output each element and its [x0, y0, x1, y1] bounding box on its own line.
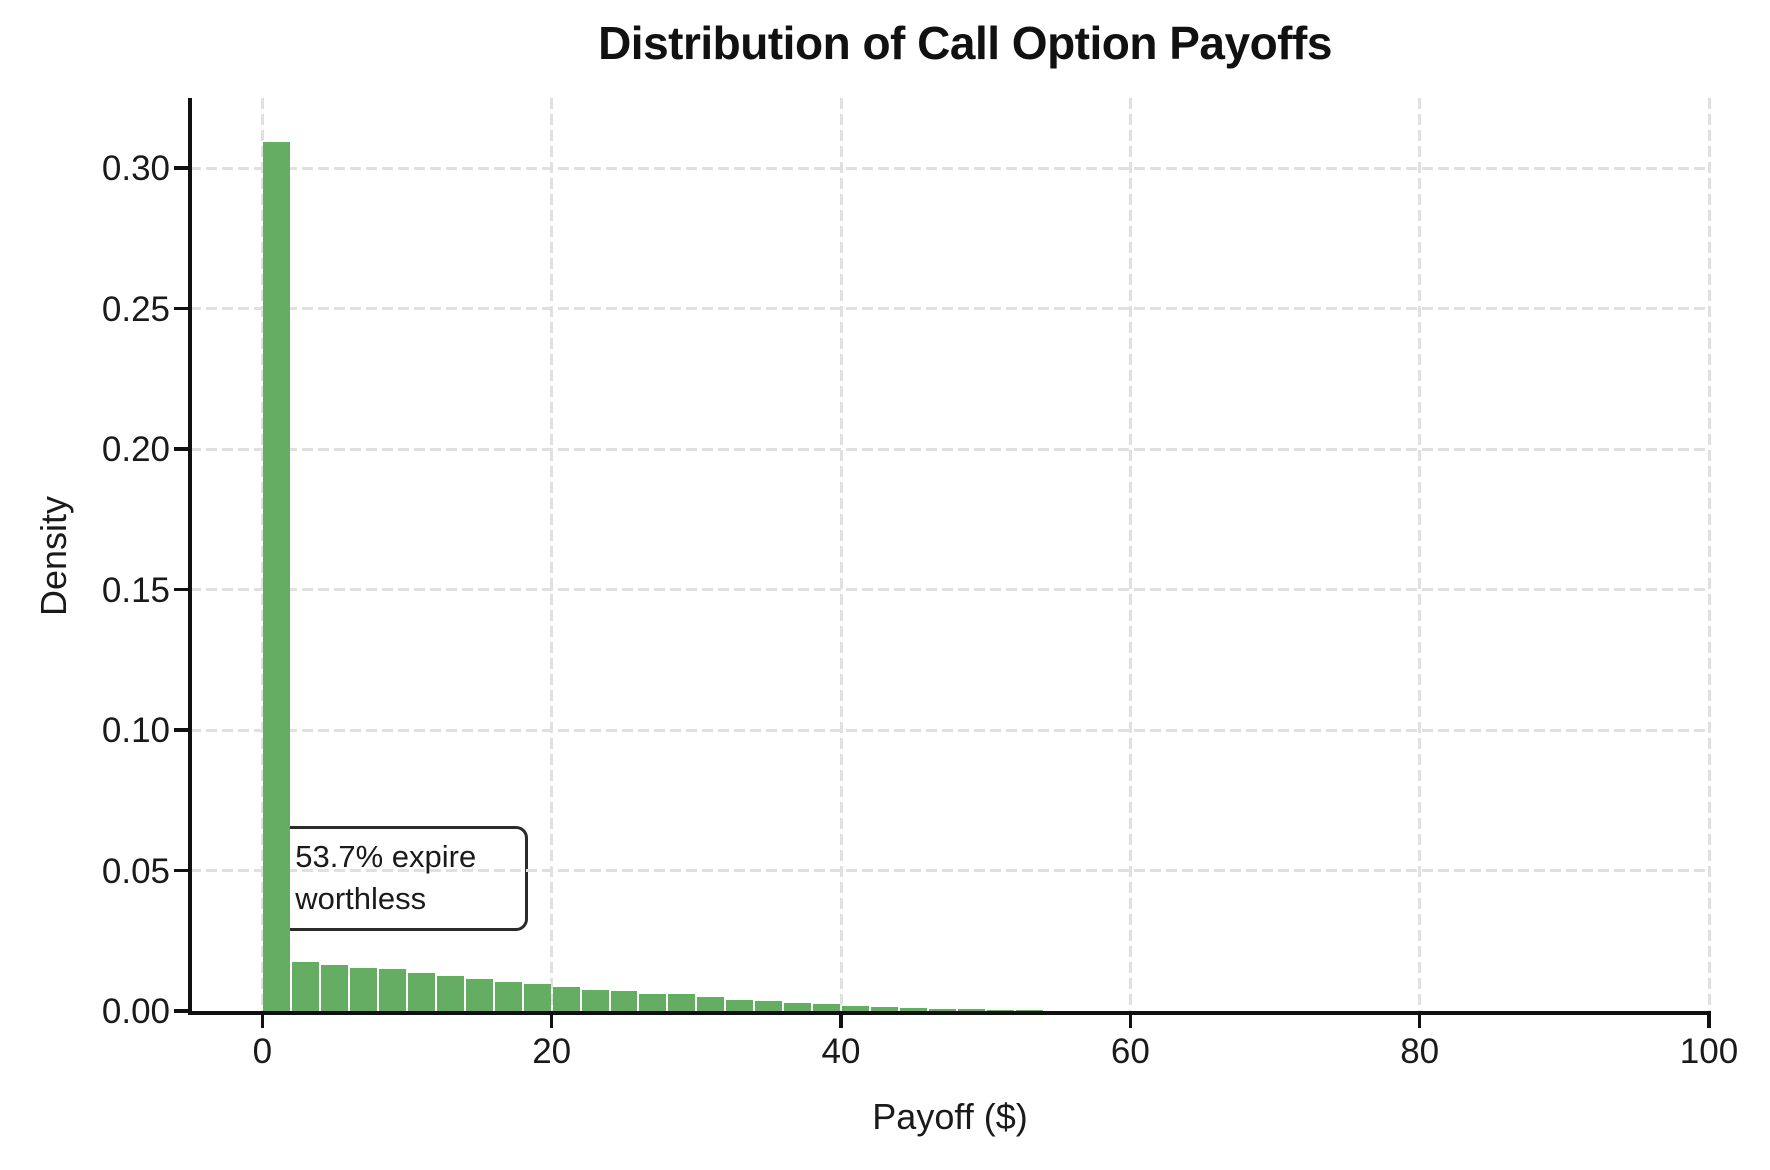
histogram-bar: [870, 1004, 898, 1011]
annotation-box: 53.7% expire worthless: [278, 825, 529, 931]
gridline-horizontal: [190, 447, 1709, 451]
x-tick: [1128, 1014, 1133, 1028]
histogram-bar: [668, 991, 696, 1011]
histogram-bar: [552, 984, 580, 1011]
histogram-bar: [379, 966, 406, 1011]
histogram-bar: [842, 1003, 869, 1011]
histogram-bar: [408, 971, 435, 1011]
y-tick-label: 0.25: [101, 289, 170, 329]
gridline-vertical: [839, 98, 843, 1011]
y-tick-label: 0.20: [101, 430, 170, 470]
histogram-bar: [813, 1002, 840, 1011]
gridline-vertical: [1707, 98, 1711, 1011]
x-axis-label: Payoff ($): [872, 1096, 1028, 1137]
y-axis-spine: [188, 98, 192, 1015]
x-tick-label: 80: [1400, 1032, 1440, 1071]
x-tick-label: 100: [1679, 1032, 1739, 1071]
histogram-bar: [755, 999, 783, 1011]
x-tick-label: 20: [532, 1032, 572, 1071]
histogram-bar: [639, 991, 667, 1011]
histogram-bar: [726, 997, 754, 1011]
gridline-vertical: [1418, 98, 1422, 1011]
x-tick-label: 0: [252, 1032, 273, 1071]
histogram-bar: [494, 979, 522, 1011]
y-tick: [174, 447, 188, 451]
gridline-horizontal: [190, 307, 1709, 311]
y-tick: [174, 306, 188, 311]
histogram-bar: [957, 1007, 985, 1011]
x-tick: [839, 1014, 843, 1028]
chart-title: Distribution of Call Option Payoffs: [598, 17, 1332, 69]
y-tick-label: 0.00: [101, 992, 170, 1031]
gridline-vertical: [260, 98, 264, 1011]
histogram-bar: [321, 963, 349, 1011]
y-tick: [174, 587, 188, 592]
histogram-bar: [292, 959, 320, 1011]
gridline-horizontal: [190, 869, 1709, 873]
y-tick: [174, 1009, 188, 1013]
y-tick-label: 0.15: [101, 570, 170, 610]
y-tick-label: 0.30: [101, 149, 170, 189]
histogram-bar: [263, 140, 291, 1011]
x-tick: [1707, 1014, 1711, 1028]
histogram-bar: [436, 974, 464, 1011]
y-tick-label: 0.10: [101, 711, 170, 751]
histogram-bar: [610, 989, 638, 1011]
histogram-bar: [523, 982, 551, 1011]
x-tick: [1417, 1014, 1422, 1028]
histogram-bar: [1015, 1008, 1043, 1011]
histogram-bar: [784, 1001, 812, 1011]
gridline-horizontal: [190, 166, 1709, 170]
histogram-bar: [465, 976, 493, 1011]
gridline-horizontal: [190, 728, 1709, 732]
histogram-bar: [581, 987, 609, 1011]
gridline-horizontal: [190, 588, 1709, 592]
histogram-bar: [697, 995, 725, 1011]
histogram-bar: [986, 1007, 1014, 1011]
x-axis-spine: [188, 1010, 1711, 1015]
histogram-bar: [928, 1006, 956, 1011]
gridline-vertical: [1128, 98, 1132, 1011]
histogram-bar: [1044, 1009, 1072, 1012]
x-tick-label: 40: [821, 1032, 861, 1071]
x-tick: [549, 1014, 554, 1028]
x-tick-label: 60: [1110, 1032, 1150, 1071]
y-tick-label: 0.05: [101, 851, 170, 891]
x-tick: [260, 1014, 265, 1028]
y-tick: [174, 728, 188, 732]
histogram-bar: [350, 965, 378, 1011]
y-tick: [174, 166, 188, 170]
histogram-bar: [899, 1005, 927, 1011]
gridline-vertical: [550, 98, 554, 1011]
y-tick: [174, 868, 188, 873]
